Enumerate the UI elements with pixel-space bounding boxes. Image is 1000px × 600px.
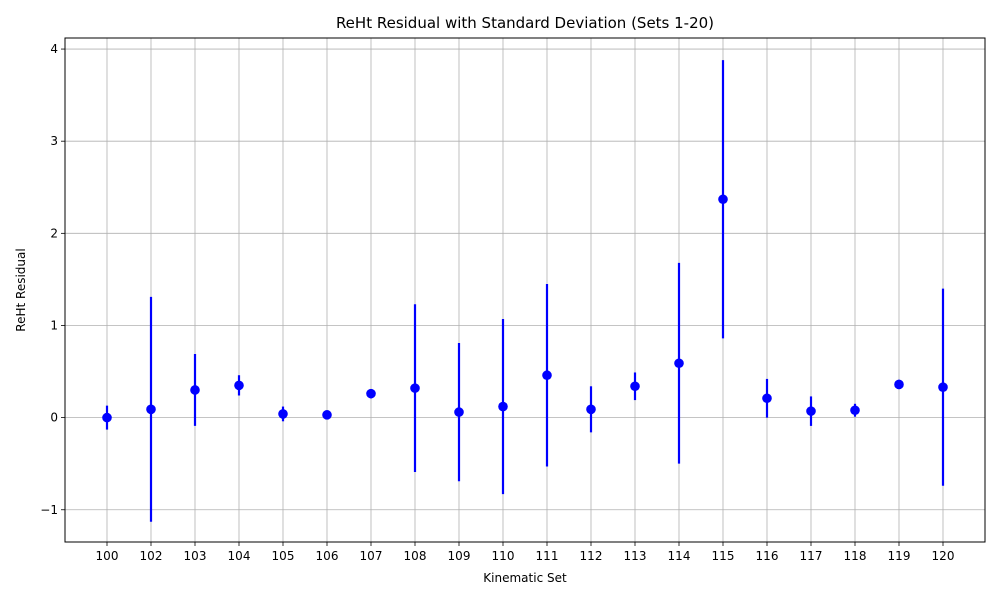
x-tick-label: 113 [624,549,647,563]
y-tick-label: 4 [50,42,58,56]
y-axis-label: ReHt Residual [14,248,28,331]
x-tick-label: 112 [580,549,603,563]
data-point [630,381,640,392]
data-point [278,409,288,419]
x-tick-label: 103 [184,549,207,563]
x-tick-label: 108 [404,549,427,563]
data-point [410,383,420,393]
data-point [894,379,904,390]
data-point [322,410,332,420]
data-point [498,401,508,412]
data-series [102,60,948,522]
x-tick-label: 114 [668,549,691,563]
data-point [938,382,948,393]
x-tick-label: 120 [932,549,955,563]
x-tick-label: 105 [272,549,295,563]
y-tick-label: 0 [50,411,58,425]
grid [65,38,985,542]
data-point [366,388,376,399]
chart-title: ReHt Residual with Standard Deviation (S… [336,14,714,32]
data-point [850,405,860,416]
y-tick-label: 3 [50,134,58,148]
x-tick-label: 109 [448,549,471,563]
x-tick-label: 117 [800,549,823,563]
data-point [542,370,552,381]
x-tick-label: 104 [228,549,251,563]
x-axis-label: Kinematic Set [483,571,567,585]
data-point [806,406,816,416]
data-point [146,404,156,415]
x-tick-label: 119 [888,549,911,563]
data-point [718,194,728,205]
axes [61,37,986,546]
data-point [102,412,112,423]
data-point [190,385,200,395]
x-tick-label: 110 [492,549,515,563]
plot-frame [64,37,986,543]
data-point [762,393,772,404]
x-tick-label: 107 [360,549,383,563]
y-tick-label: −1 [40,503,58,517]
data-point [674,358,684,369]
x-tick-label: 115 [712,549,735,563]
data-point [234,380,244,391]
x-tick-label: 111 [536,549,559,563]
x-tick-label: 100 [96,549,119,563]
x-tick-label: 118 [844,549,867,563]
tick-labels: 100 102 103 104 105 106 107 108 109 110 111 112 113 1… [40,42,954,563]
x-tick-label: 102 [140,549,163,563]
x-tick-label: 116 [756,549,779,563]
data-point [586,404,596,415]
y-tick-label: 2 [50,226,58,240]
y-tick-label: 1 [50,318,58,332]
data-point [454,407,464,417]
x-tick-label: 106 [316,549,339,563]
